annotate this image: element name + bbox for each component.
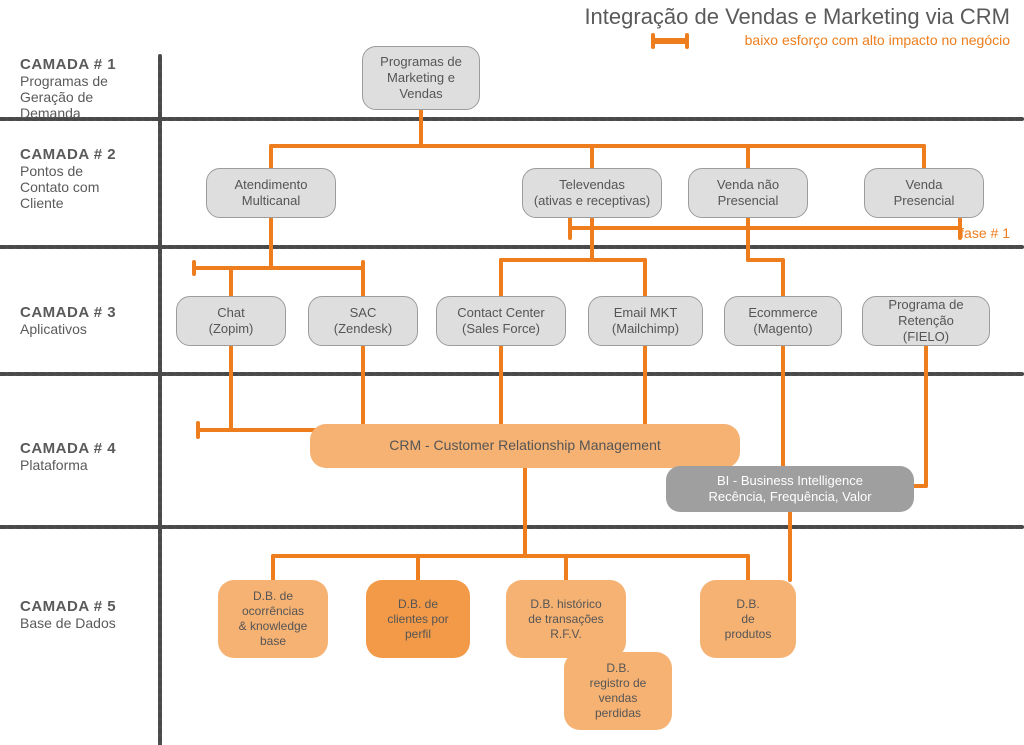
layer-4-title: CAMADA # 4	[20, 440, 116, 457]
n-db2: D.B. de clientes por perfil	[366, 580, 470, 658]
layer-1-subtitle: Programas de Geração de Demanda	[20, 73, 116, 121]
layer-4-subtitle: Plataforma	[20, 457, 116, 473]
diagram-title: Integração de Vendas e Marketing via CRM	[584, 4, 1010, 30]
n-db5: D.B. registro de vendas perdidas	[564, 652, 672, 730]
layer-5-subtitle: Base de Dados	[20, 615, 116, 631]
n-db1: D.B. de ocorrências & knowledge base	[218, 580, 328, 658]
layer-2-label: CAMADA # 2Pontos de Contato com Cliente	[20, 146, 116, 211]
n-crm: CRM - Customer Relationship Management	[310, 424, 740, 468]
n-ecom: Ecommerce (Magento)	[724, 296, 842, 346]
layer-4-label: CAMADA # 4Plataforma	[20, 440, 116, 473]
n-db4: D.B. de produtos	[700, 580, 796, 658]
diagram-subtitle: baixo esforço com alto impacto no negóci…	[745, 32, 1010, 48]
layer-3-title: CAMADA # 3	[20, 304, 116, 321]
layer-2-title: CAMADA # 2	[20, 146, 116, 163]
layer-3-subtitle: Aplicativos	[20, 321, 116, 337]
layer-2-subtitle: Pontos de Contato com Cliente	[20, 163, 116, 211]
diagram-canvas: Integração de Vendas e Marketing via CRM…	[0, 0, 1024, 745]
n-sac: SAC (Zendesk)	[308, 296, 418, 346]
n-vp: Venda Presencial	[864, 168, 984, 218]
n-chat: Chat (Zopim)	[176, 296, 286, 346]
n-atend: Atendimento Multicanal	[206, 168, 336, 218]
layer-1-label: CAMADA # 1Programas de Geração de Demand…	[20, 56, 116, 121]
n-email: Email MKT (Mailchimp)	[588, 296, 703, 346]
layer-5-title: CAMADA # 5	[20, 598, 116, 615]
n-contact: Contact Center (Sales Force)	[436, 296, 566, 346]
n-bi: BI - Business Intelligence Recência, Fre…	[666, 466, 914, 512]
phase-1-label: fase # 1	[960, 225, 1010, 241]
layer-3-label: CAMADA # 3Aplicativos	[20, 304, 116, 337]
n-db3: D.B. histórico de transações R.F.V.	[506, 580, 626, 658]
layer-1-title: CAMADA # 1	[20, 56, 116, 73]
n-ret: Programa de Retenção (FIELO)	[862, 296, 990, 346]
n-programas: Programas de Marketing e Vendas	[362, 46, 480, 110]
n-vnp: Venda não Presencial	[688, 168, 808, 218]
layer-5-label: CAMADA # 5Base de Dados	[20, 598, 116, 631]
n-telev: Televendas (ativas e receptivas)	[522, 168, 662, 218]
